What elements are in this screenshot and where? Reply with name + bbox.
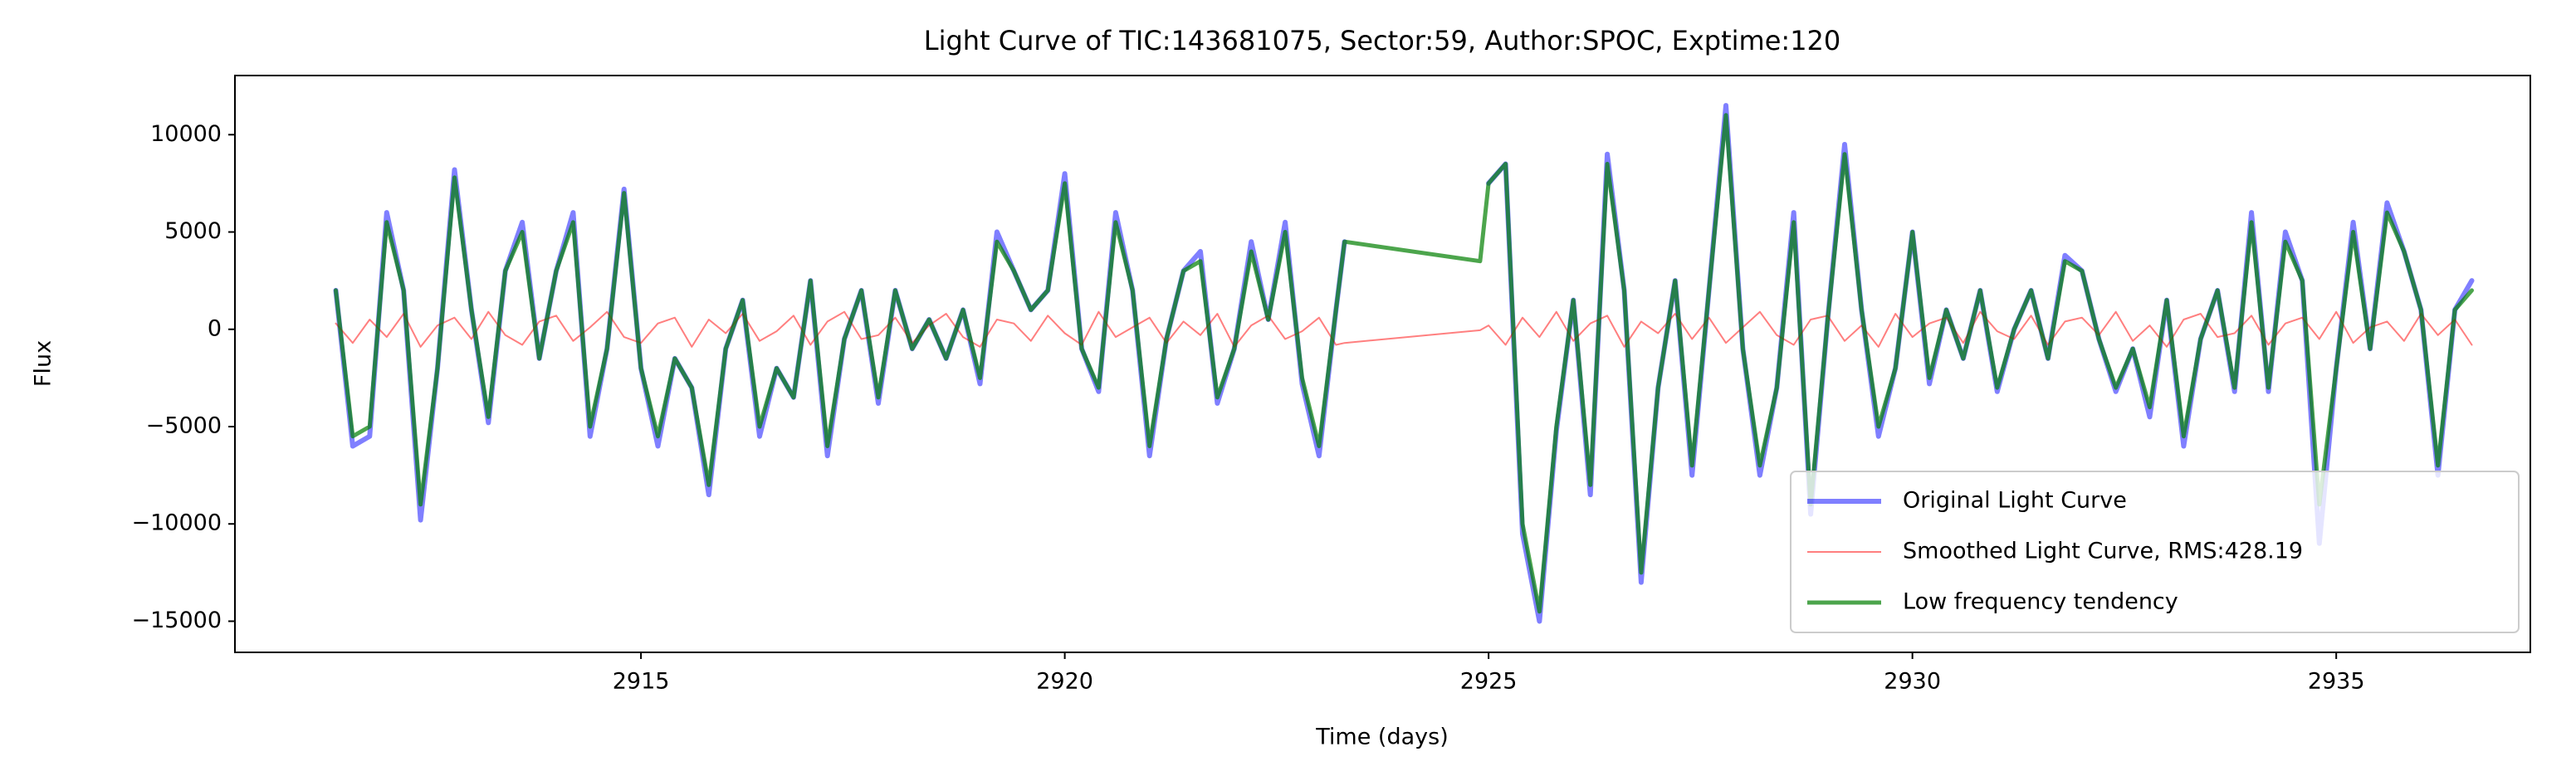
x-tick-label: 2920 (1036, 669, 1093, 695)
legend-label: Low frequency tendency (1903, 589, 2178, 615)
y-tick-label: 5000 (164, 218, 222, 244)
x-axis-label: Time (days) (1315, 725, 1448, 750)
legend-label: Smoothed Light Curve, RMS:428.19 (1903, 539, 2303, 564)
chart-title: Light Curve of TIC:143681075, Sector:59,… (924, 25, 1841, 56)
y-axis-label: Flux (31, 340, 56, 387)
legend-box (1790, 471, 2520, 633)
x-tick-label: 2925 (1460, 669, 1518, 695)
legend-label: Original Light Curve (1903, 488, 2127, 514)
data-line (335, 310, 2473, 348)
x-tick-label: 2930 (1884, 669, 1941, 695)
y-tick-label: 10000 (150, 121, 222, 147)
x-tick-label: 2935 (2308, 669, 2365, 695)
y-tick-label: −10000 (131, 510, 222, 536)
data-line (334, 113, 2474, 614)
y-tick-label: 0 (208, 315, 222, 341)
y-tick-label: −15000 (131, 608, 222, 633)
y-tick-label: −5000 (146, 413, 222, 439)
plot-frame (234, 75, 2531, 653)
x-tick-label: 2915 (613, 669, 670, 695)
